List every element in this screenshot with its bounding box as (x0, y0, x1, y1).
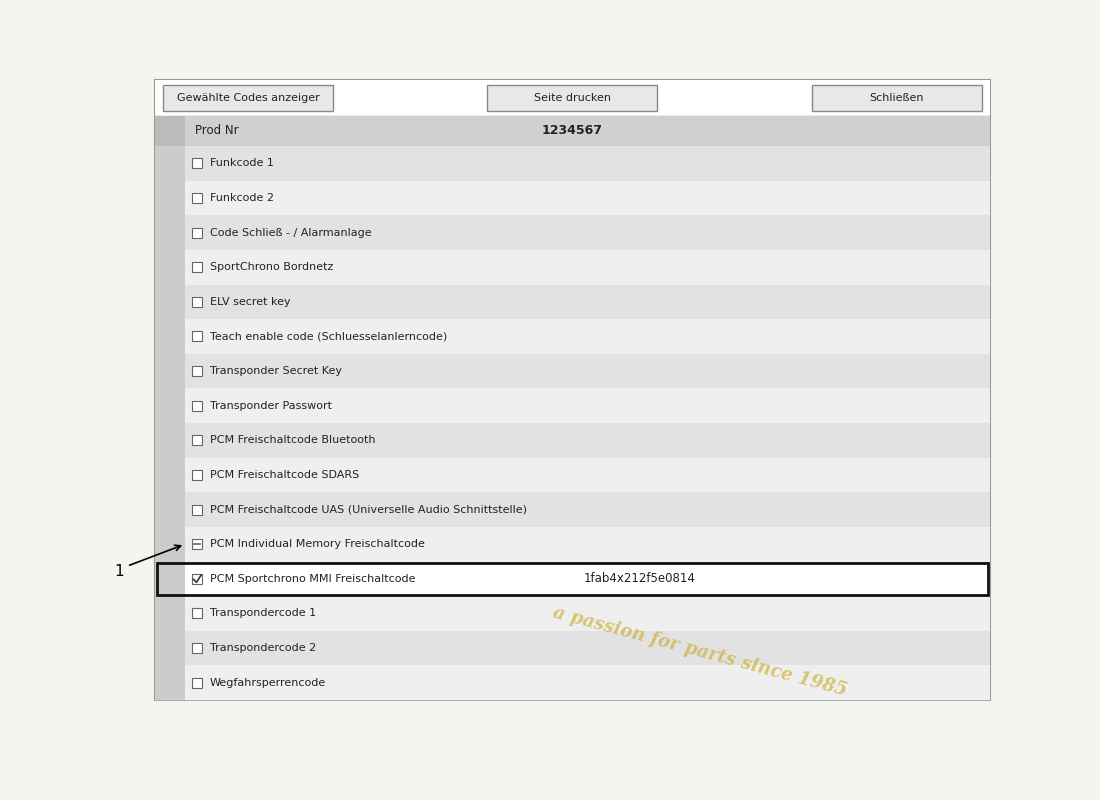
Bar (155, 562, 185, 596)
Bar (155, 458, 990, 492)
Text: Gewählte Codes anzeiger: Gewählte Codes anzeiger (177, 93, 319, 103)
Bar (155, 666, 185, 700)
Text: PCM Individual Memory Freischaltcode: PCM Individual Memory Freischaltcode (210, 539, 425, 549)
Bar (155, 354, 990, 388)
Bar (155, 116, 185, 146)
Bar (155, 458, 185, 492)
Bar (192, 401, 202, 410)
Bar (192, 331, 202, 342)
Bar (155, 666, 990, 700)
Bar (155, 116, 990, 146)
Bar (163, 85, 333, 111)
Bar (157, 562, 988, 595)
Bar (155, 388, 990, 423)
Bar (155, 492, 185, 527)
Bar (192, 505, 202, 514)
Text: PCM Sportchrono MMI Freischaltcode: PCM Sportchrono MMI Freischaltcode (210, 574, 416, 584)
Bar (155, 250, 990, 285)
Bar (155, 492, 990, 527)
Text: Seite drucken: Seite drucken (534, 93, 611, 103)
Bar (155, 354, 185, 388)
Bar (155, 215, 990, 250)
Bar (812, 85, 982, 111)
Bar (192, 470, 202, 480)
Bar (192, 297, 202, 307)
Text: Wegfahrsperrencode: Wegfahrsperrencode (210, 678, 327, 688)
Bar (155, 319, 185, 354)
Bar (192, 158, 202, 168)
Bar (155, 146, 990, 181)
Text: SportChrono Bordnetz: SportChrono Bordnetz (210, 262, 333, 272)
Bar (487, 85, 657, 111)
Bar (192, 643, 202, 653)
Bar (155, 319, 990, 354)
Text: Transpondercode 2: Transpondercode 2 (210, 643, 317, 653)
Bar (155, 630, 185, 666)
Text: PCM Freischaltcode UAS (Universelle Audio Schnittstelle): PCM Freischaltcode UAS (Universelle Audi… (210, 505, 527, 514)
Bar (192, 574, 202, 584)
Bar (192, 262, 202, 272)
Bar (155, 630, 990, 666)
Text: Funkcode 1: Funkcode 1 (210, 158, 274, 168)
Text: ELV secret key: ELV secret key (210, 297, 290, 307)
Bar (155, 527, 990, 562)
Bar (155, 181, 185, 215)
Text: PCM Freischaltcode SDARS: PCM Freischaltcode SDARS (210, 470, 360, 480)
Bar (155, 250, 185, 285)
Text: 1234567: 1234567 (542, 125, 603, 138)
Bar (192, 678, 202, 688)
Bar (155, 596, 185, 630)
Text: Prod Nr: Prod Nr (195, 125, 239, 138)
Text: Teach enable code (Schluesselanlerncode): Teach enable code (Schluesselanlerncode) (210, 331, 448, 342)
Text: 1fab4x212f5e0814: 1fab4x212f5e0814 (583, 572, 695, 586)
Bar (155, 80, 990, 116)
Bar (192, 609, 202, 618)
Bar (155, 215, 185, 250)
Bar (155, 423, 990, 458)
Text: Transponder Passwort: Transponder Passwort (210, 401, 332, 410)
Text: Schließen: Schließen (870, 93, 924, 103)
Bar (155, 423, 185, 458)
Text: a passion for parts since 1985: a passion for parts since 1985 (551, 604, 849, 700)
Bar (192, 193, 202, 203)
Bar (155, 388, 185, 423)
Bar (155, 285, 990, 319)
Bar (155, 181, 990, 215)
Text: Code Schließ - / Alarmanlage: Code Schließ - / Alarmanlage (210, 227, 372, 238)
Bar (192, 227, 202, 238)
Text: Transponder Secret Key: Transponder Secret Key (210, 366, 342, 376)
Bar (155, 80, 990, 700)
Bar (155, 596, 990, 630)
Text: PCM Freischaltcode Bluetooth: PCM Freischaltcode Bluetooth (210, 435, 375, 446)
Bar (155, 527, 185, 562)
Bar (192, 366, 202, 376)
Bar (155, 285, 185, 319)
Bar (192, 539, 202, 549)
Bar (155, 562, 990, 596)
Text: 1: 1 (114, 564, 124, 578)
Bar (192, 435, 202, 446)
Bar (155, 146, 185, 181)
Text: Funkcode 2: Funkcode 2 (210, 193, 274, 203)
Text: Transpondercode 1: Transpondercode 1 (210, 609, 316, 618)
